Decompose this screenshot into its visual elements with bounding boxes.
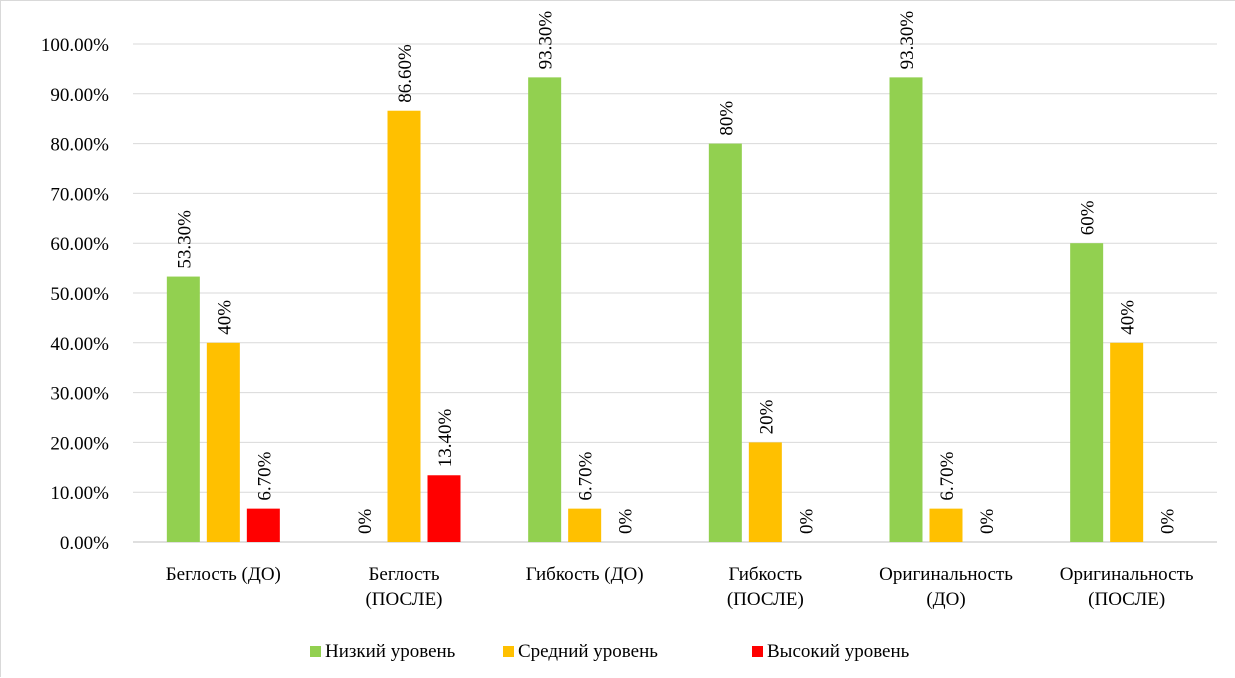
data-label: 40% (1118, 300, 1139, 335)
category-label: (ПОСЛЕ) (727, 589, 804, 610)
category-label: Гибкость (728, 564, 802, 585)
data-label: 0% (796, 509, 817, 535)
data-label: 0% (977, 509, 998, 535)
gridlines (133, 43, 1217, 543)
data-label: 40% (214, 300, 235, 335)
bar (1070, 243, 1104, 542)
y-tick-label: 40.00% (50, 334, 109, 355)
bars (166, 77, 1144, 543)
bar (387, 110, 421, 543)
category-label: Гибкость (ДО) (526, 564, 644, 585)
y-tick-label: 0.00% (60, 533, 109, 554)
category-label: (ДО) (926, 589, 965, 610)
bar (427, 475, 461, 542)
legend-swatch (503, 646, 514, 657)
y-tick-label: 10.00% (50, 483, 109, 504)
y-tick-label: 70.00% (50, 184, 109, 205)
data-label: 53.30% (174, 210, 195, 269)
legend-swatch (310, 646, 321, 657)
legend-label: Высокий уровень (767, 641, 910, 662)
data-label: 93.30% (536, 11, 557, 70)
data-label: 86.60% (395, 44, 416, 103)
bar (889, 77, 923, 542)
y-tick-label: 20.00% (50, 433, 109, 454)
y-tick-label: 60.00% (50, 234, 109, 255)
bar (246, 508, 280, 542)
bar (929, 508, 963, 542)
bar (748, 442, 782, 542)
data-label: 0% (355, 509, 376, 535)
bar (166, 276, 200, 542)
y-tick-label: 30.00% (50, 384, 109, 405)
data-label: 80% (716, 101, 737, 136)
category-label: Беглость (368, 564, 439, 585)
legend-label: Средний уровень (518, 641, 658, 662)
bar (528, 77, 562, 542)
category-label: (ПОСЛЕ) (365, 589, 442, 610)
data-labels: 53.30% 40% 6.70% 0% 86.60% 13.40% 93.30% 6.70% 0… (174, 11, 1178, 534)
legend-swatch (752, 646, 763, 657)
category-label: Оригинальность (879, 564, 1013, 585)
bar (1110, 342, 1144, 542)
data-label: 0% (616, 509, 637, 535)
data-label: 13.40% (435, 409, 456, 468)
legend-label: Низкий уровень (325, 641, 456, 662)
data-label: 0% (1158, 509, 1179, 535)
bar (708, 143, 742, 542)
data-label: 6.70% (937, 451, 958, 500)
data-label: 93.30% (897, 11, 918, 70)
y-tick-label: 90.00% (50, 85, 109, 106)
y-tick-label: 100.00% (41, 35, 109, 56)
category-label: Беглость (ДО) (166, 564, 281, 585)
data-label: 60% (1078, 200, 1099, 235)
y-axis-ticks: 0.00% 10.00% 20.00% 30.00% 40.00% 50.00% 60.00… (41, 35, 109, 554)
y-tick-label: 50.00% (50, 284, 109, 305)
bar (568, 508, 602, 542)
y-tick-label: 80.00% (50, 135, 109, 156)
data-label: 6.70% (576, 451, 597, 500)
category-label: Оригинальность (1060, 564, 1194, 585)
category-label: (ПОСЛЕ) (1088, 589, 1165, 610)
bar (206, 342, 240, 542)
data-label: 6.70% (254, 451, 275, 500)
data-label: 20% (756, 399, 777, 434)
legend: Низкий уровень Средний уровень Высокий уро… (310, 641, 910, 662)
x-axis-labels: Беглость (ДО) Беглость (ПОСЛЕ) Гибкость (ДО… (166, 564, 1194, 610)
